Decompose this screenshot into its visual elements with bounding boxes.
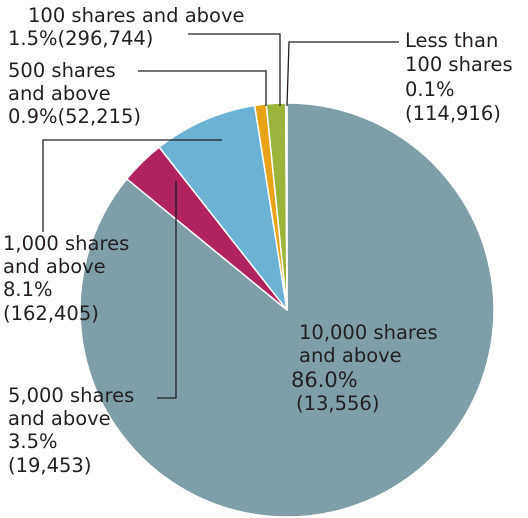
label-10000-shares-line2: and above: [299, 344, 402, 367]
label-5000-shares-line2: and above: [8, 407, 111, 430]
label-1000-shares-line1: 1,000 shares: [3, 232, 129, 255]
label-500-shares-line1: 500 shares: [8, 59, 116, 82]
label-100-shares: 100 shares and above 1.5%(296,744): [8, 4, 245, 50]
label-1000-shares-percent: 8.1%: [3, 278, 53, 301]
label-1000-shares-count: (162,405): [3, 302, 99, 325]
label-less-than-100-percent: 0.1%: [405, 78, 455, 101]
label-5000-shares-percent: 3.5%: [8, 430, 58, 453]
leader-line-less-than-100: [286, 41, 399, 107]
label-less-than-100-line2: 100 shares: [405, 53, 513, 76]
label-500-shares-value: 0.9%(52,215): [8, 105, 141, 128]
label-less-than-100: Less than 100 shares 0.1% (114,916): [405, 29, 513, 125]
label-5000-shares-line1: 5,000 shares: [8, 384, 134, 407]
label-100-shares-line1: 100 shares and above: [28, 4, 245, 27]
label-5000-shares-count: (19,453): [8, 454, 91, 477]
label-less-than-100-count: (114,916): [405, 102, 501, 125]
label-500-shares-line2: and above: [8, 82, 111, 105]
pie-slices: [79, 102, 495, 518]
label-10000-shares-count: (13,556): [296, 392, 379, 415]
leader-line-500-shares: [138, 70, 267, 106]
label-1000-shares: 1,000 shares and above 8.1% (162,405): [3, 232, 129, 325]
label-500-shares-count: (52,215): [58, 105, 141, 128]
label-10000-shares-percent: 86.0%: [291, 368, 358, 392]
label-500-shares: 500 shares and above 0.9%(52,215): [8, 59, 141, 128]
label-less-than-100-line1: Less than: [405, 29, 498, 52]
label-100-shares-count: (296,744): [58, 27, 154, 50]
label-1000-shares-line2: and above: [3, 255, 106, 278]
label-10000-shares-line1: 10,000 shares: [299, 321, 438, 344]
label-5000-shares: 5,000 shares and above 3.5% (19,453): [8, 384, 134, 477]
label-100-shares-percent: 1.5%: [8, 27, 58, 50]
leader-lines: [42, 33, 399, 399]
label-500-shares-percent: 0.9%: [8, 105, 58, 128]
leader-line-5000-shares: [157, 181, 177, 399]
label-100-shares-value: 1.5%(296,744): [8, 27, 153, 50]
leader-line-1000-shares: [42, 139, 222, 232]
leader-line-100-shares: [188, 33, 281, 106]
label-10000-shares: 10,000 shares and above 86.0% (13,556): [291, 321, 438, 415]
pie-slice-1-000-shares-and-above: [158, 104, 288, 311]
